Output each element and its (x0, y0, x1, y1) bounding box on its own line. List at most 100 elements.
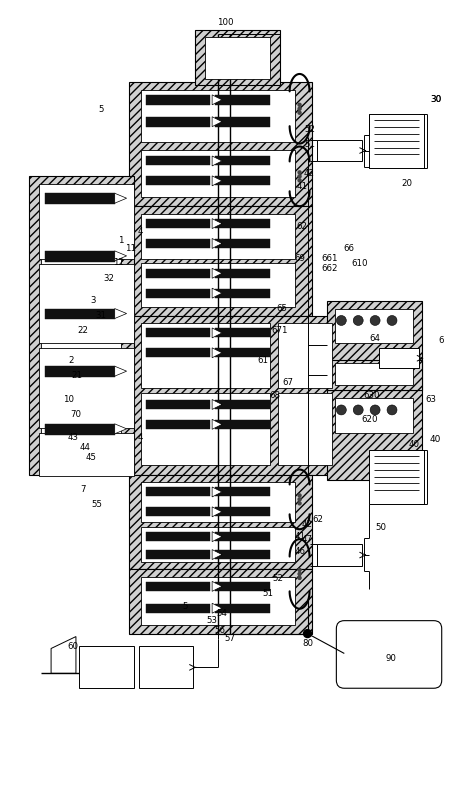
Polygon shape (212, 419, 222, 429)
Bar (335, 398, 412, 433)
Circle shape (386, 316, 396, 325)
Bar (145, 487, 210, 496)
Bar (215, 157, 269, 165)
Bar (369, 113, 423, 169)
Circle shape (297, 175, 300, 178)
Circle shape (297, 576, 300, 579)
Text: 80: 80 (302, 639, 312, 648)
Text: 22: 22 (77, 326, 88, 335)
Bar (140, 89, 294, 141)
Bar (215, 177, 269, 185)
Text: 70: 70 (70, 411, 81, 419)
Bar (45, 308, 114, 320)
Text: 20: 20 (401, 179, 412, 188)
Text: 620: 620 (360, 415, 376, 424)
Circle shape (297, 498, 300, 501)
Bar (45, 193, 114, 205)
Text: 41: 41 (296, 182, 307, 191)
Text: 47: 47 (302, 535, 312, 543)
Polygon shape (212, 156, 222, 166)
Bar (145, 268, 210, 278)
Bar (140, 527, 294, 562)
Bar (277, 393, 332, 464)
Polygon shape (212, 288, 222, 298)
Bar (327, 360, 421, 390)
Text: 44: 44 (79, 443, 90, 452)
Bar (145, 239, 210, 248)
Text: 53: 53 (206, 616, 217, 625)
Bar (215, 420, 269, 429)
Bar (327, 390, 421, 479)
Bar (140, 393, 269, 464)
Text: 63: 63 (425, 396, 435, 404)
Bar (140, 214, 294, 259)
Text: 671: 671 (271, 326, 287, 335)
Bar (215, 239, 269, 248)
Bar (215, 582, 269, 590)
Circle shape (297, 111, 300, 114)
Bar (145, 348, 210, 357)
Polygon shape (212, 95, 222, 105)
Text: 2: 2 (68, 356, 73, 364)
Bar (215, 288, 269, 297)
Circle shape (297, 171, 300, 174)
Bar (215, 348, 269, 357)
Circle shape (297, 494, 300, 497)
Polygon shape (212, 219, 222, 229)
Bar (145, 604, 210, 613)
Text: 4: 4 (138, 227, 143, 236)
Text: 662: 662 (320, 264, 337, 273)
Bar (378, 348, 418, 368)
Circle shape (297, 572, 300, 575)
Text: 4: 4 (138, 433, 143, 443)
Bar (140, 263, 294, 307)
Circle shape (353, 316, 363, 325)
Bar (317, 544, 361, 566)
Text: 5: 5 (98, 105, 103, 114)
Text: 57: 57 (224, 634, 235, 643)
Text: 60: 60 (67, 642, 78, 651)
Bar (140, 149, 294, 197)
Text: 65: 65 (275, 304, 286, 313)
Text: 40: 40 (429, 435, 441, 444)
Bar (215, 604, 269, 613)
Circle shape (297, 568, 300, 571)
Text: 52: 52 (272, 574, 283, 583)
Text: 21: 21 (71, 371, 82, 380)
Polygon shape (212, 603, 222, 613)
Bar (29, 177, 133, 475)
Polygon shape (212, 328, 222, 338)
Bar (45, 251, 114, 262)
Text: 5: 5 (182, 602, 188, 611)
Polygon shape (114, 251, 126, 260)
Bar (215, 507, 269, 516)
FancyBboxPatch shape (336, 621, 441, 688)
Text: 54: 54 (216, 609, 227, 618)
Bar (369, 450, 423, 504)
Bar (277, 324, 332, 388)
Bar (129, 316, 381, 475)
Text: 52: 52 (303, 125, 314, 134)
Text: 30: 30 (429, 95, 441, 105)
Bar (145, 177, 210, 185)
Bar (145, 420, 210, 429)
Circle shape (297, 103, 300, 106)
Text: 7: 7 (80, 485, 85, 494)
Text: 1: 1 (118, 237, 123, 245)
Bar (138, 646, 193, 688)
Circle shape (303, 630, 311, 638)
Text: 42: 42 (303, 169, 314, 178)
Bar (45, 366, 114, 377)
Polygon shape (114, 193, 126, 203)
Text: 630: 630 (362, 391, 379, 400)
Text: 69: 69 (293, 254, 304, 264)
Bar (215, 400, 269, 409)
Polygon shape (212, 176, 222, 186)
Text: 55: 55 (91, 500, 102, 509)
Bar (145, 550, 210, 559)
Text: 100: 100 (216, 18, 233, 27)
Bar (41, 186, 120, 464)
Text: 51: 51 (303, 140, 314, 149)
Bar (215, 487, 269, 496)
Bar (79, 646, 133, 688)
